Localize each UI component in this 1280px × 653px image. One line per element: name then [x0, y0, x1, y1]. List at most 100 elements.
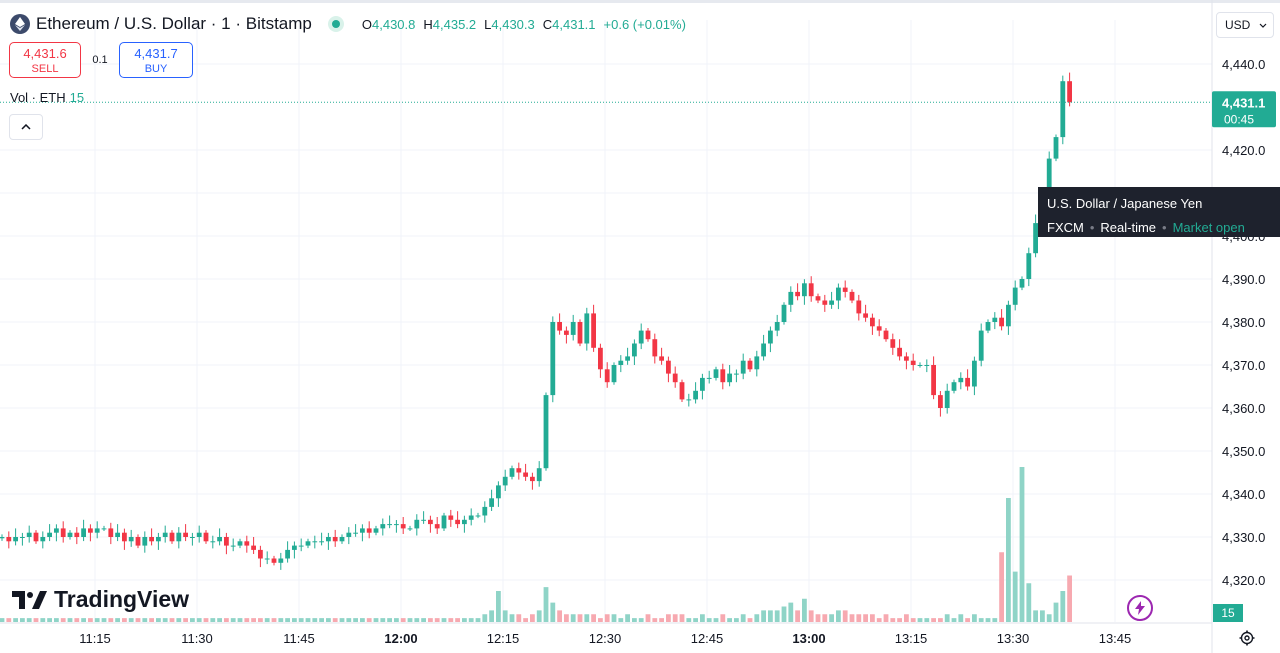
volume-bar: [611, 614, 617, 622]
tooltip-mode: Real-time: [1100, 219, 1157, 235]
candle-body: [101, 528, 107, 530]
volume-bar: [475, 618, 481, 622]
candle-body: [353, 532, 358, 534]
chevron-down-icon: [1259, 23, 1267, 28]
volume-bar: [706, 618, 712, 622]
volume-bar: [353, 618, 358, 622]
candle-body: [625, 356, 630, 361]
volume-bar: [842, 610, 848, 622]
volume-bar: [421, 618, 426, 622]
volume-legend-label: Vol · ETH: [10, 90, 66, 105]
volume-bar: [863, 614, 868, 622]
candle-body: [536, 468, 542, 482]
candle-body: [706, 377, 712, 379]
candle-body: [360, 528, 365, 533]
candle-body: [285, 549, 290, 559]
gear-button[interactable]: [1237, 628, 1257, 648]
volume-bar: [169, 618, 175, 622]
tradingview-logo[interactable]: TradingView: [12, 586, 189, 613]
open-label: O: [361, 16, 372, 32]
candle-body: [366, 528, 372, 533]
candle-body: [482, 506, 488, 516]
volume-bar: [904, 614, 909, 622]
candle-body: [128, 537, 134, 542]
candle-body: [632, 343, 637, 357]
volume-bar: [802, 598, 807, 622]
candle-body: [938, 395, 943, 408]
volume-bar: [883, 614, 889, 622]
volume-bar: [482, 614, 488, 622]
y-tick-label: 4,330.0: [1222, 530, 1265, 545]
tradingview-logo-icon: [12, 590, 47, 609]
volume-bar: [455, 618, 460, 622]
volume-bar: [536, 610, 542, 622]
volume-bar: [924, 618, 930, 622]
candle-body: [1046, 158, 1052, 193]
candle-body: [999, 317, 1004, 327]
volume-bar: [1060, 591, 1066, 622]
volume-badge: 15: [1213, 604, 1243, 622]
candle-body: [788, 291, 794, 305]
x-tick-label: 13:30: [997, 631, 1030, 646]
candle-body: [312, 541, 318, 543]
volume-bar: [808, 610, 814, 622]
sell-button[interactable]: 4,431.6 SELL: [9, 42, 81, 78]
candle-body: [652, 339, 658, 357]
candle-body: [577, 322, 583, 344]
volume-bar: [829, 614, 834, 622]
volume-bar: [489, 610, 494, 622]
candle-body: [183, 532, 188, 537]
candle-body: [700, 377, 705, 391]
candle-body: [543, 395, 549, 469]
candle-body: [13, 537, 18, 542]
live-status-icon: [327, 16, 344, 32]
volume-bar: [339, 618, 345, 622]
candle-body: [672, 373, 678, 383]
volume-bar: [312, 618, 318, 622]
currency-select[interactable]: USD: [1216, 12, 1274, 38]
spark-button[interactable]: [1127, 595, 1153, 621]
candle-body: [618, 360, 624, 365]
volume-bar: [292, 618, 297, 622]
symbol-title[interactable]: Ethereum / U.S. Dollar · 1 · Bitstamp: [36, 14, 312, 33]
volume-bar: [468, 618, 474, 622]
volume-legend[interactable]: Vol · ETH 15: [10, 90, 84, 105]
candle-body: [258, 549, 263, 559]
volume-bar: [183, 618, 188, 622]
volume-bar: [441, 618, 447, 622]
candle-body: [394, 524, 399, 526]
volume-bar: [516, 614, 522, 622]
tooltip-title: U.S. Dollar / Japanese Yen: [1047, 195, 1203, 211]
candle-body: [33, 532, 39, 542]
volume-bar: [557, 610, 562, 622]
volume-bar: [958, 614, 964, 622]
volume-bar: [74, 618, 80, 622]
candle-body: [203, 532, 209, 542]
sell-price: 4,431.6: [23, 45, 67, 61]
change-value: +0.6 (+0.01%): [603, 16, 686, 32]
volume-bar: [196, 618, 202, 622]
collapse-legend-button[interactable]: [9, 114, 43, 140]
volume-bar: [870, 614, 875, 622]
volume-bar: [727, 618, 732, 622]
candle-body: [475, 515, 481, 517]
ohlc-values: O4,430.8 H4,435.2 L4,430.3 C4,431.1 +0.6…: [362, 17, 686, 32]
candle-body: [768, 330, 773, 344]
volume-bar: [305, 618, 311, 622]
buy-button[interactable]: 4,431.7 BUY: [119, 42, 193, 78]
volume-bar: [1006, 498, 1011, 622]
candle-body: [81, 528, 86, 537]
volume-bar: [319, 618, 324, 622]
volume-bar: [509, 614, 515, 622]
volume-bar: [1040, 610, 1045, 622]
volume-bar: [795, 610, 800, 622]
candle-body: [380, 524, 386, 529]
volume-bar: [700, 614, 705, 622]
y-tick-label: 4,340.0: [1222, 487, 1265, 502]
volume-bar: [978, 618, 984, 622]
x-tick-label: 13:15: [895, 631, 928, 646]
high-label: H: [423, 16, 433, 32]
candle-body: [441, 515, 447, 529]
candle-body: [346, 532, 352, 537]
